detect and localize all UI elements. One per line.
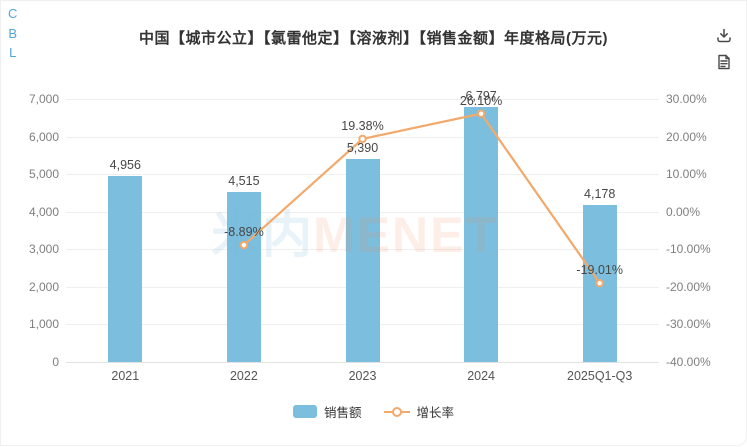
left-axis-tick: 2,000 [28, 279, 59, 294]
left-axis-tick: 4,000 [28, 204, 59, 219]
growth-value-label: 26.10% [459, 93, 503, 108]
bar-value-label: 5,390 [346, 141, 379, 156]
right-axis-tick: 20.00% [666, 129, 707, 144]
left-axis-tick: 1,000 [28, 317, 59, 332]
legend-line-symbol [383, 405, 410, 418]
legend-label-growth: 增长率 [416, 406, 455, 420]
chart-title: 中国【城市公立】【氯雷他定】【溶液剂】【销售金额】年度格局(万元) [139, 30, 608, 47]
x-axis-label-2025Q1-Q3: 2025Q1-Q3 [567, 369, 633, 383]
bar-2023[interactable] [345, 159, 380, 362]
x-axis-label-2021: 2021 [111, 369, 140, 383]
growth-value-label: -8.89% [224, 225, 264, 240]
left-axis-tick: 5,000 [28, 167, 59, 182]
gridline [66, 136, 659, 138]
brand-letter-b: B [8, 25, 18, 41]
bar-value-label: 4,178 [584, 187, 616, 202]
x-axis-label-2023: 2023 [348, 369, 377, 383]
brand-cbl: C B L [8, 4, 17, 63]
bar-2024[interactable] [464, 106, 499, 362]
legend-item-growth[interactable]: 增长率 [383, 402, 455, 421]
growth-value-label: -19.01% [576, 263, 623, 278]
right-axis-tick: 10.00% [666, 167, 707, 182]
bar-value-label: 4,515 [228, 174, 260, 189]
right-axis-tick: -40.00% [666, 355, 711, 369]
x-axis-label-2022: 2022 [229, 369, 258, 383]
growth-line [243, 112, 601, 284]
right-axis-tick: 30.00% [666, 92, 707, 106]
right-axis-tick: -30.00% [666, 317, 711, 332]
right-axis-tick: 0.00% [666, 204, 701, 219]
document-icon[interactable] [715, 53, 733, 71]
bar-2022[interactable] [226, 192, 261, 362]
left-axis-tick: 7,000 [28, 92, 59, 106]
legend-label-sales: 销售额 [323, 406, 362, 420]
legend: 销售额 增长率 [1, 402, 746, 421]
gridline [66, 99, 659, 100]
x-axis-label-2024: 2024 [467, 369, 495, 383]
left-axis-tick: 6,000 [28, 129, 59, 144]
bar-value-label: 6,797 [465, 88, 497, 103]
left-axis-tick: 3,000 [28, 242, 59, 257]
download-icon[interactable] [715, 27, 733, 45]
bar-2021[interactable] [108, 175, 143, 362]
bar-value-label: 4,956 [109, 157, 141, 172]
legend-item-sales[interactable]: 销售额 [292, 402, 362, 421]
right-axis-tick: -10.00% [666, 242, 711, 257]
brand-letter-l: L [9, 45, 17, 60]
right-axis-tick: -20.00% [666, 279, 711, 294]
growth-value-label: 19.38% [341, 118, 384, 133]
gridline [66, 362, 659, 363]
legend-bar-swatch [292, 405, 317, 418]
brand-letter-c: C [8, 6, 18, 21]
bar-2025Q1-Q3[interactable] [582, 205, 617, 362]
left-axis-tick: 0 [52, 355, 59, 369]
